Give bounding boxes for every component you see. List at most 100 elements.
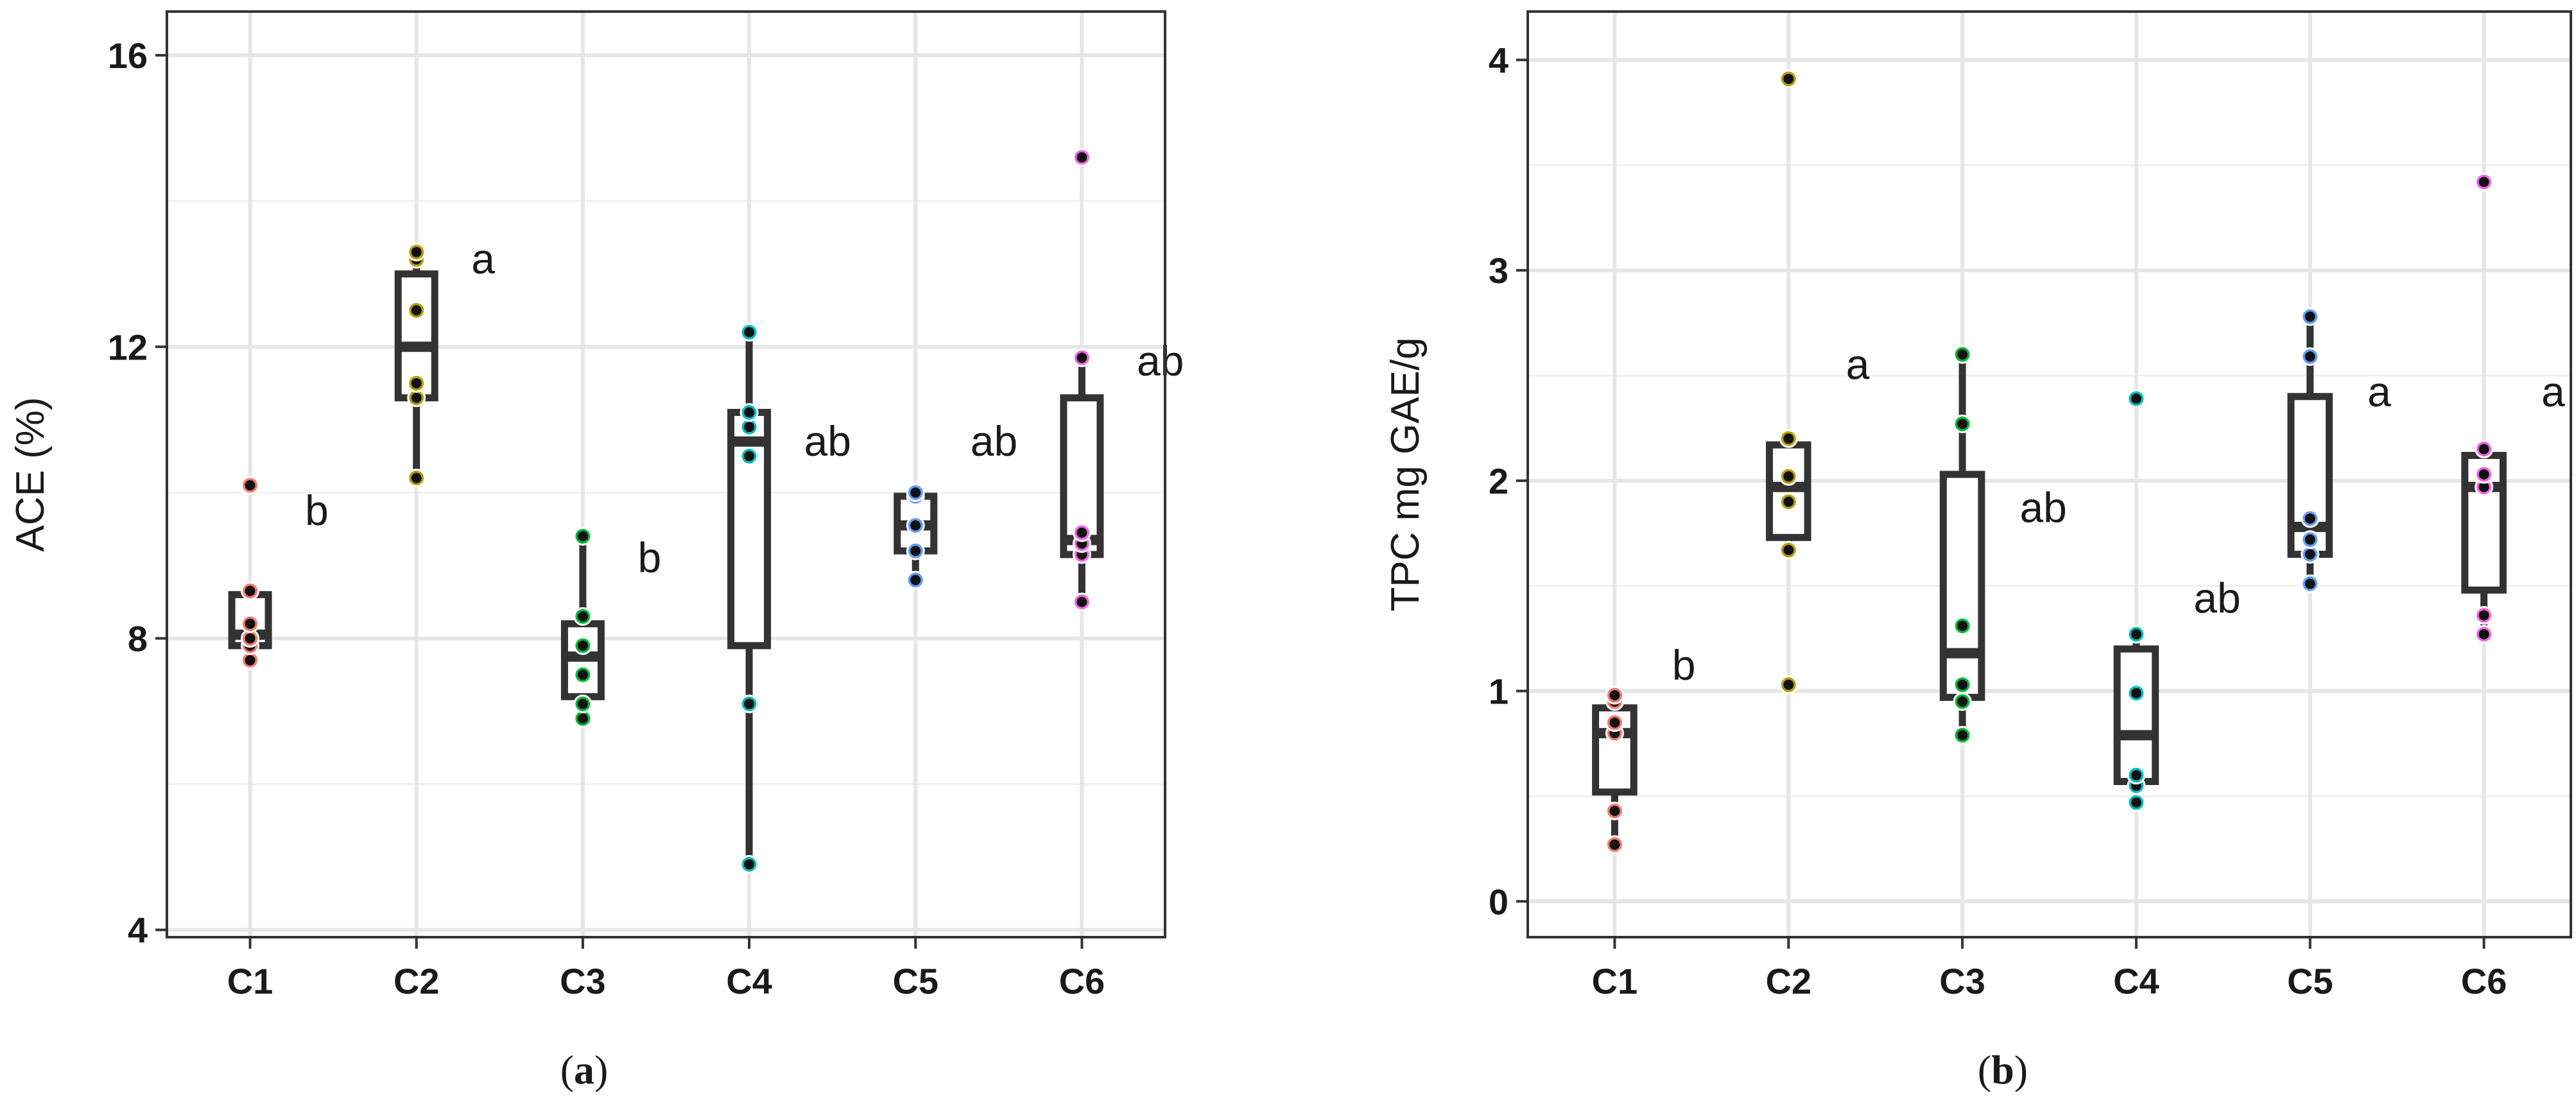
data-point [1957,730,1968,741]
data-point [2131,393,2141,404]
data-point [2478,610,2489,621]
data-point [744,422,755,433]
plot-background [1528,12,2571,937]
data-point [2131,797,2141,808]
x-tick-label: C6 [1059,961,1105,1001]
x-tick-label: C3 [560,961,606,1001]
data-point [1957,419,1968,429]
y-tick-label: 3 [1489,250,1508,291]
x-tick-label: C5 [892,961,938,1001]
data-point [2304,578,2315,589]
significance-letter: b [637,534,661,582]
data-point [2304,351,2315,362]
data-point [411,305,422,316]
x-tick-label: C2 [393,961,440,1001]
significance-letter: ab [804,417,851,465]
data-point [744,698,755,709]
data-point [744,407,755,418]
x-tick-label: C1 [227,961,273,1001]
data-point [910,487,921,498]
y-tick-label: 2 [1489,461,1508,501]
data-point [245,655,255,666]
significance-letter: ab [971,417,1017,465]
data-point [2304,513,2315,524]
data-point [2478,444,2489,454]
box-c4 [2113,645,2159,785]
data-point [2131,770,2141,781]
data-point [1076,152,1087,163]
data-point [1609,806,1620,816]
data-point [577,669,588,680]
data-point [577,640,588,651]
data-point [245,618,255,629]
x-tick-label: C1 [1592,961,1638,1001]
significance-letter: a [2541,368,2565,415]
data-point [1609,839,1620,850]
data-point [2304,311,2315,322]
data-point [577,713,588,724]
x-tick-label: C5 [2287,961,2333,1001]
data-point [744,859,755,870]
data-point [2478,481,2489,492]
data-point [577,698,588,709]
significance-letter: a [2367,368,2391,415]
data-point [1783,679,1794,690]
data-point [1957,696,1968,707]
y-tick-label: 0 [1489,881,1508,922]
y-tick-label: 4 [128,910,148,951]
data-point [2304,549,2315,560]
data-point [1783,471,1794,482]
x-tick-label: C6 [2461,961,2507,1001]
data-point [411,392,422,403]
y-axis-title: ACE (%) [8,397,53,551]
data-point [1783,496,1794,507]
data-point [245,480,255,491]
data-point [1783,433,1794,444]
x-tick-label: C3 [1939,961,1985,1001]
data-point [577,611,588,622]
significance-letter: ab [2019,483,2066,531]
significance-letter: a [471,235,495,282]
data-point [411,246,422,257]
data-point [2304,534,2315,545]
data-point [2131,629,2141,640]
y-tick-label: 1 [1489,671,1508,712]
y-tick-label: 8 [128,618,148,659]
data-point [744,451,755,462]
data-point [1957,679,1968,690]
data-point [910,520,921,531]
data-point [1076,352,1087,363]
data-point [910,546,921,557]
y-tick-label: 4 [1489,40,1508,80]
plot-frame [1526,10,2572,938]
significance-letter: ab [2193,574,2240,621]
data-point [1957,349,1968,360]
data-point [245,585,255,596]
significance-letter: b [305,487,329,534]
panel-caption: (b) [1978,1047,2028,1093]
x-tick-label: C2 [1765,961,1811,1001]
data-point [1609,690,1620,701]
data-point [577,531,588,542]
y-axis-title: TPC mg GAE/g [1383,337,1428,611]
data-point [2131,687,2141,698]
data-point [1076,527,1087,538]
y-tick-label: 12 [108,327,148,367]
box-c3 [1939,471,1985,701]
data-point [1076,596,1087,607]
plot-frame [166,10,1166,938]
data-point [245,633,255,644]
panel-caption: (a) [560,1047,609,1093]
y-tick-label: 16 [108,35,148,76]
data-point [411,378,422,389]
data-point [1957,620,1968,631]
panel-b-tpc: b a ab ab a a 0 1 2 3 4 C1 C2 C3 C4 C5 C6 TPC mg GAE/g (b) [1383,10,2572,1093]
data-point [2478,469,2489,479]
data-point [910,574,921,585]
data-point [411,472,422,483]
data-point [2478,177,2489,187]
x-tick-label: C4 [726,961,772,1001]
data-point [1609,717,1620,728]
